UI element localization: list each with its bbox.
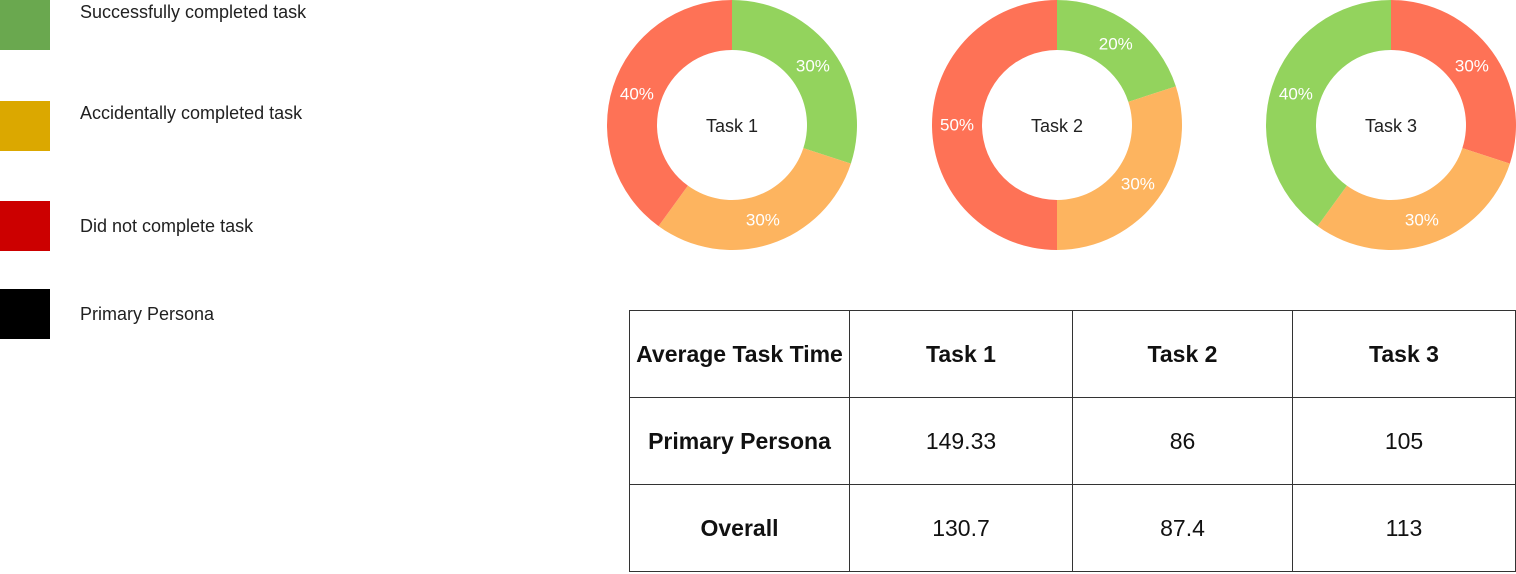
- table-cell: 113: [1292, 484, 1516, 572]
- legend-item-primary-persona: Primary Persona: [0, 289, 320, 339]
- row-header-overall: Overall: [629, 484, 850, 572]
- table-cell: 105: [1292, 397, 1516, 485]
- legend-label-accidental: Accidentally completed task: [80, 103, 303, 123]
- legend-label-success: Successfully completed task: [80, 2, 307, 22]
- legend: Successfully completed task Accidentally…: [0, 0, 320, 360]
- table-row-overall: Overall 130.7 87.4 113: [629, 484, 1516, 572]
- legend-label-primary-persona: Primary Persona: [80, 304, 215, 324]
- legend-swatch-primary-persona: [0, 289, 50, 339]
- donut-3-slice-2: [1317, 148, 1510, 250]
- donut-2-slice-3-label: 50%: [940, 116, 974, 135]
- donut-2-slice-3: [932, 0, 1057, 250]
- donut-charts: 30% 30% 40% Task 1 20% 30% 50% Task 2 30% 30% 40% T…: [607, 0, 1516, 250]
- donut-3-center-label: Task 3: [1365, 116, 1417, 136]
- donut-1-slice-2-label: 30%: [746, 211, 780, 230]
- donut-2-slice-2: [1057, 86, 1182, 250]
- donut-3-slice-3: [1266, 0, 1391, 227]
- table-header-row: Average Task Time Task 1 Task 2 Task 3: [629, 310, 1516, 398]
- donut-2-slice-2-label: 30%: [1121, 174, 1155, 193]
- donut-3-slice-1: [1391, 0, 1516, 164]
- table-corner-label: Average Task Time: [629, 310, 850, 398]
- donut-chart-3: 30% 30% 40% Task 3: [1266, 0, 1516, 250]
- average-task-time-table: Average Task Time Task 1 Task 2 Task 3 P…: [629, 310, 1516, 572]
- table-cell: 87.4: [1072, 484, 1293, 572]
- donut-1-slice-1: [732, 0, 857, 164]
- table-cell: 130.7: [849, 484, 1073, 572]
- donut-1-slice-2: [658, 148, 851, 250]
- legend-item-not-complete: Did not complete task: [0, 201, 320, 251]
- donut-1-center-label: Task 1: [706, 116, 758, 136]
- donut-3-slice-1-label: 30%: [1455, 57, 1489, 76]
- donut-1-slice-3: [607, 0, 732, 227]
- donut-2-center-label: Task 2: [1031, 116, 1083, 136]
- table-row-primary-persona: Primary Persona 149.33 86 105: [629, 397, 1516, 485]
- legend-swatch-success: [0, 0, 50, 50]
- donut-chart-1: 30% 30% 40% Task 1: [607, 0, 857, 250]
- donut-3-slice-3-label: 40%: [1279, 85, 1313, 104]
- donut-1-slice-3-label: 40%: [620, 85, 654, 104]
- legend-item-success: Successfully completed task: [0, 0, 320, 50]
- legend-swatch-accidental: [0, 101, 50, 151]
- table-cell: 149.33: [849, 397, 1073, 485]
- donut-1-slice-1-label: 30%: [796, 57, 830, 76]
- donut-chart-2: 20% 30% 50% Task 2: [932, 0, 1182, 250]
- legend-swatch-not-complete: [0, 201, 50, 251]
- legend-item-accidental: Accidentally completed task: [0, 101, 320, 151]
- column-header-task-2: Task 2: [1072, 310, 1293, 398]
- donut-3-slice-2-label: 30%: [1405, 211, 1439, 230]
- table-cell: 86: [1072, 397, 1293, 485]
- donut-2-slice-1-label: 20%: [1099, 35, 1133, 54]
- donut-2-slice-1: [1057, 0, 1176, 102]
- column-header-task-3: Task 3: [1292, 310, 1516, 398]
- legend-label-not-complete: Did not complete task: [80, 216, 254, 236]
- column-header-task-1: Task 1: [849, 310, 1073, 398]
- row-header-primary-persona: Primary Persona: [629, 397, 850, 485]
